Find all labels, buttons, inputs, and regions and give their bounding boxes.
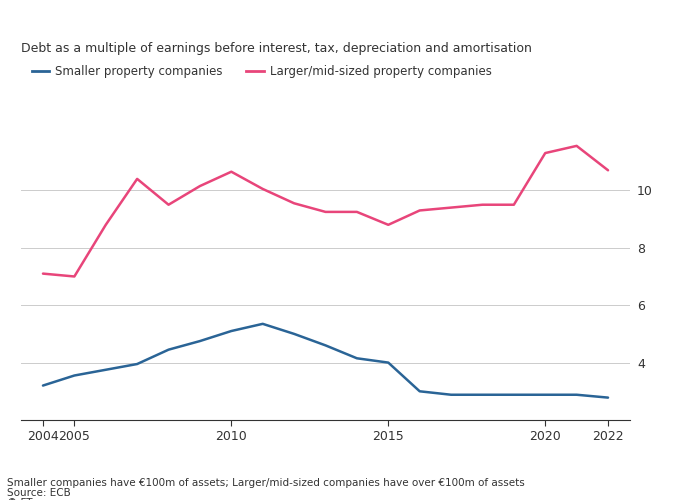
Text: Smaller companies have €100m of assets; Larger/mid-sized companies have over €10: Smaller companies have €100m of assets; … xyxy=(7,478,525,488)
Text: Source: ECB: Source: ECB xyxy=(7,488,71,498)
Text: © FT: © FT xyxy=(7,498,32,500)
Legend: Smaller property companies, Larger/mid-sized property companies: Smaller property companies, Larger/mid-s… xyxy=(27,60,496,82)
Text: Debt as a multiple of earnings before interest, tax, depreciation and amortisati: Debt as a multiple of earnings before in… xyxy=(21,42,532,54)
